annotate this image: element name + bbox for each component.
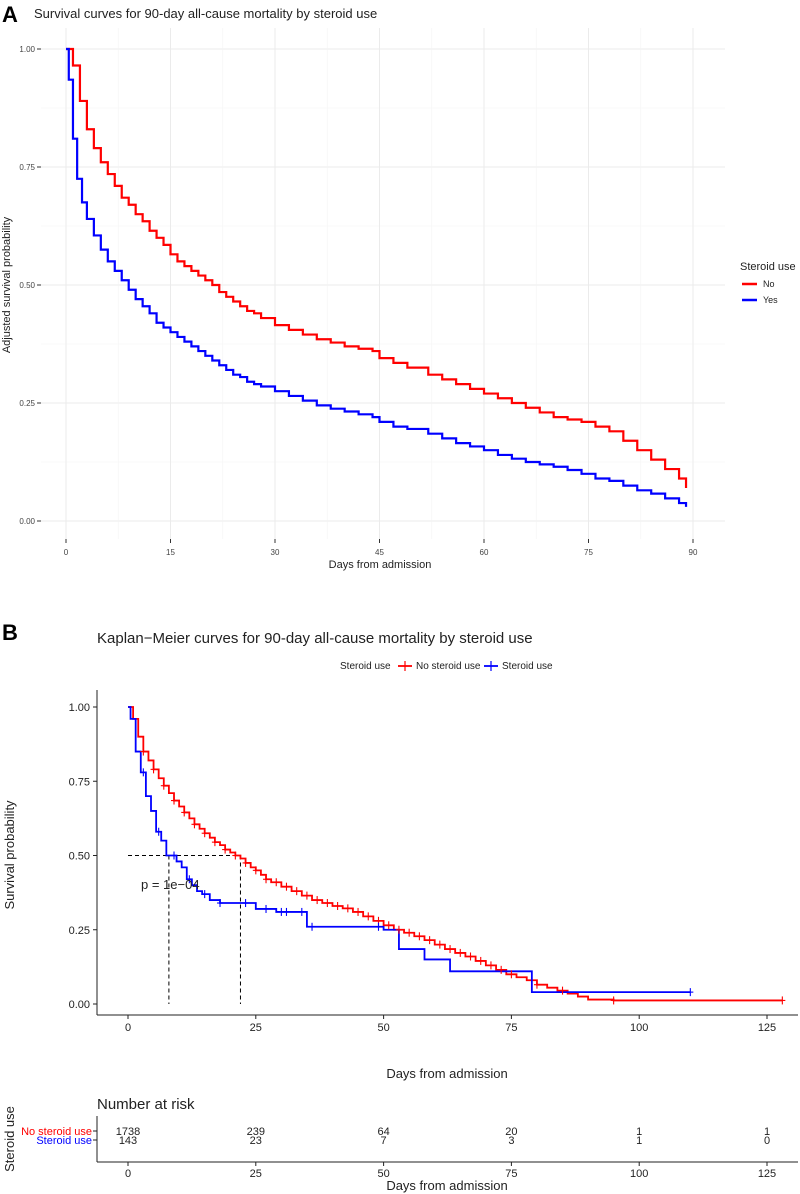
risk-table-count-0-5: 1 (764, 1126, 770, 1138)
panel-b-x-ticks: 0 25 50 75 100 125 (125, 1015, 776, 1034)
panel-b-x-axis-label: Days from admission (386, 1066, 507, 1081)
panel-a-title: Survival curves for 90-day all-cause mor… (34, 6, 377, 21)
panel-b-x-tick-label-5: 125 (758, 1022, 776, 1034)
risk-table-x-tick-label-2: 50 (377, 1168, 389, 1180)
panel-a-x-tick-label-5: 75 (584, 548, 593, 557)
panel-b-median-lines (128, 855, 241, 1004)
panel-a: A Survival curves for 90-day all-cause m… (1, 2, 796, 571)
risk-table-x-axis-label: Days from admission (386, 1178, 507, 1193)
panel-b-legend: Steroid use No steroid use Steroid use (340, 661, 553, 672)
panel-a-gridlines (41, 28, 725, 539)
panel-b-censor-marks (140, 747, 786, 1005)
panel-b-y-ticks: 0.00 0.25 0.50 0.75 1.00 (69, 702, 97, 1011)
panel-a-legend: Steroid use No Yes (740, 261, 796, 305)
risk-table-row-label-0: No steroid use (21, 1126, 92, 1138)
panel-a-y-tick-label-3: 0.75 (19, 163, 35, 172)
panel-b-x-tick-label-0: 0 (125, 1022, 131, 1034)
risk-table-x-tick-label-3: 75 (505, 1168, 517, 1180)
panel-b-series (128, 706, 783, 1002)
panel-b-x-tick-label-3: 75 (505, 1022, 517, 1034)
panel-b-p-value: p = 1e−04 (141, 877, 200, 892)
risk-table-count-1-2: 7 (381, 1135, 387, 1147)
panel-a-plot-background (41, 28, 725, 539)
risk-table-count-1-4: 1 (636, 1135, 642, 1147)
panel-a-legend-no-label: No (763, 279, 775, 289)
risk-table-count-1-0: 143 (119, 1135, 137, 1147)
panel-a-label: A (2, 2, 18, 27)
panel-b-label: B (2, 620, 18, 645)
risk-table-count-0-0: 1738 (116, 1126, 140, 1138)
panel-b-series-line-no-steroid (128, 706, 783, 1002)
risk-table-count-0-1: 239 (247, 1126, 265, 1138)
panel-a-x-tick-label-4: 60 (480, 548, 489, 557)
panel-b-x-tick-label-2: 50 (377, 1022, 389, 1034)
panel-b-legend-yes-label: Steroid use (502, 661, 553, 672)
panel-a-series (66, 47, 688, 507)
panel-a-y-axis-label: Adjusted survival probability (1, 216, 13, 353)
risk-table-x-tick-label-4: 100 (630, 1168, 648, 1180)
risk-table-count-1-5: 0 (764, 1135, 770, 1147)
panel-b-legend-title: Steroid use (340, 661, 391, 672)
risk-table-y-axis-label: Steroid use (2, 1106, 17, 1172)
risk-table-x-tick-label-5: 125 (758, 1168, 776, 1180)
panel-b-y-tick-label-2: 0.50 (69, 851, 90, 863)
risk-table-count-1-3: 3 (508, 1135, 514, 1147)
risk-table-count-0-2: 64 (377, 1126, 389, 1138)
panel-b-y-tick-label-0: 0.00 (69, 999, 90, 1011)
panel-a-x-tick-label-2: 30 (271, 548, 280, 557)
panel-b-x-tick-label-1: 25 (250, 1022, 262, 1034)
risk-table-count-0-4: 1 (636, 1126, 642, 1138)
panel-a-x-tick-label-6: 90 (689, 548, 698, 557)
risk-table-count-0-3: 20 (505, 1126, 517, 1138)
panel-a-x-axis-label: Days from admission (329, 559, 432, 571)
panel-b-title: Kaplan−Meier curves for 90-day all-cause… (97, 630, 533, 647)
panel-a-y-tick-label-1: 0.25 (19, 399, 35, 408)
risk-table-x-tick-label-0: 0 (125, 1168, 131, 1180)
panel-b-y-tick-label-3: 0.75 (69, 776, 90, 788)
panel-b-legend-no-label: No steroid use (416, 661, 481, 672)
panel-b-y-tick-label-4: 1.00 (69, 702, 90, 714)
panel-b-y-tick-label-1: 0.25 (69, 925, 90, 937)
panel-a-series-line-yes (66, 47, 688, 507)
panel-b-series-line-steroid (128, 706, 691, 994)
risk-table-count-1-1: 23 (250, 1135, 262, 1147)
panel-a-y-ticks: 0.00 0.25 0.50 0.75 1.00 (19, 45, 41, 526)
panel-a-y-tick-label-2: 0.50 (19, 281, 35, 290)
panel-a-legend-yes-label: Yes (763, 295, 778, 305)
panel-a-x-tick-label-1: 15 (166, 548, 175, 557)
panel-a-x-tick-label-3: 45 (375, 548, 384, 557)
panel-b-y-axis-label: Survival probability (2, 800, 17, 910)
panel-a-series-line-no (66, 47, 688, 488)
risk-table-title: Number at risk (97, 1096, 195, 1113)
panel-a-y-tick-label-4: 1.00 (19, 45, 35, 54)
risk-table-x-tick-label-1: 25 (250, 1168, 262, 1180)
panel-b: B Kaplan−Meier curves for 90-day all-cau… (2, 620, 798, 1193)
panel-a-legend-title: Steroid use (740, 261, 796, 273)
risk-table-row-label-1: Steroid use (36, 1135, 92, 1147)
risk-table: Number at risk No steroid use 1738 239 64 20… (2, 1096, 798, 1193)
risk-table-x-ticks: 0 25 50 75 100 125 (125, 1162, 776, 1180)
panel-b-x-tick-label-4: 100 (630, 1022, 648, 1034)
panel-a-y-tick-label-0: 0.00 (19, 517, 35, 526)
panel-a-x-ticks: 0 15 30 45 60 75 90 (64, 539, 698, 557)
panel-a-x-tick-label-0: 0 (64, 548, 69, 557)
